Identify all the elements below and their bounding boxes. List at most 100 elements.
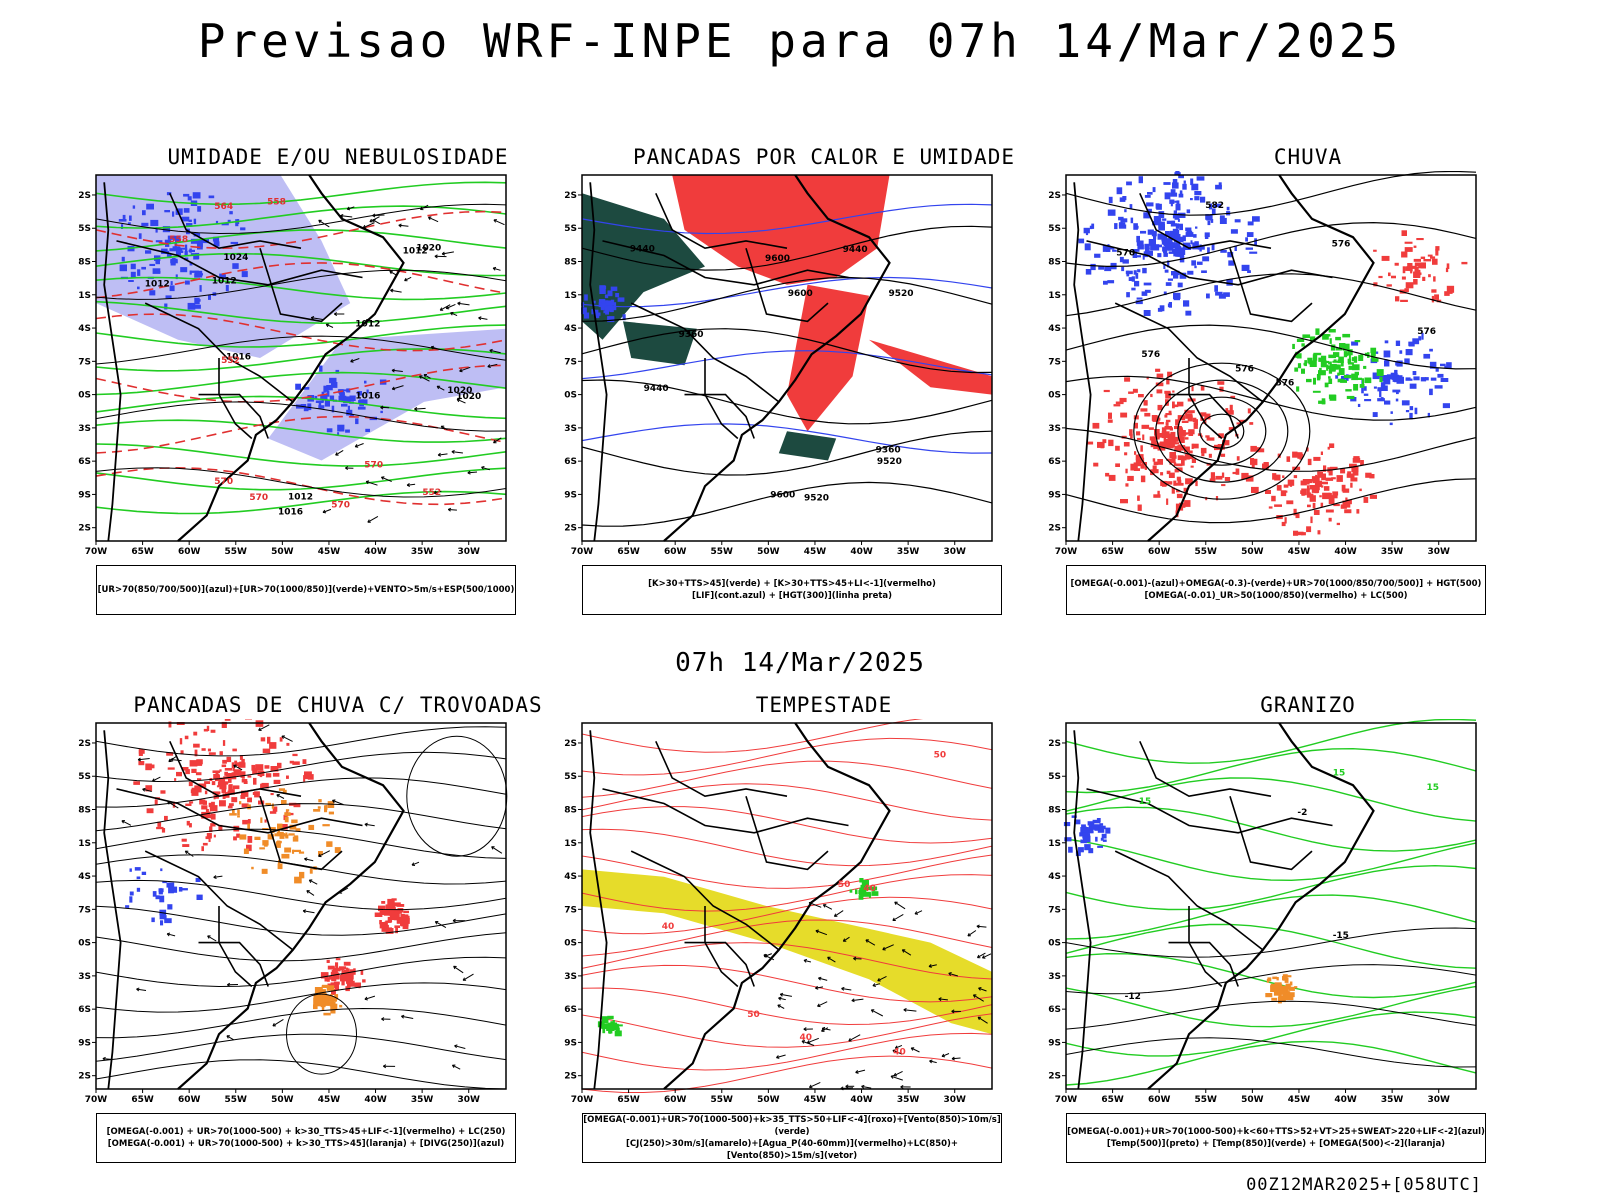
pressure-isobar: [95, 269, 507, 300]
shaded-cell: [1353, 456, 1360, 462]
shaded-cell: [343, 961, 351, 966]
streamline-arrow: [462, 977, 467, 981]
wind-arrow: [457, 301, 461, 306]
humidity-contour: [95, 371, 507, 396]
shaded-cell: [1350, 477, 1358, 482]
shaded-cell: [279, 737, 283, 742]
contour-label: -2: [1297, 808, 1307, 818]
streamline-arrow: [152, 776, 161, 782]
shaded-cell: [346, 388, 351, 393]
shaded-cell: [189, 760, 198, 767]
shaded-cell: [1318, 370, 1326, 376]
shaded-cell: [342, 973, 348, 978]
shaded-cell: [333, 981, 340, 985]
forecast-map: 5040405040504012S15S18S21S24S27S30S33S36…: [564, 719, 993, 1105]
shaded-cell: [322, 992, 326, 1000]
lon-label: 45W: [318, 547, 341, 557]
shaded-cell: [1351, 373, 1358, 381]
shaded-cell: [1144, 412, 1151, 417]
shaded-cell: [1340, 468, 1346, 474]
precipitable-water-contour: [581, 1032, 993, 1071]
wind-vector: [855, 1069, 866, 1073]
shaded-cell: [193, 743, 200, 748]
streamline-arrow: [166, 932, 171, 937]
lon-label: 30W: [1428, 547, 1451, 557]
shaded-cell: [1184, 500, 1191, 507]
streamline-arrow: [452, 918, 456, 923]
shaded-cell: [234, 760, 238, 763]
shaded-cell: [1427, 412, 1430, 418]
shaded-cell: [136, 876, 141, 880]
shaded-cell: [205, 814, 213, 819]
contour-label: 9440: [644, 384, 669, 394]
streamline: [95, 1033, 507, 1062]
shaded-cell: [1152, 221, 1160, 226]
shaded-cell: [1229, 404, 1233, 411]
shaded-cell: [1154, 429, 1160, 436]
shaded-cell: [1306, 485, 1310, 492]
lat-label: 12S: [1048, 191, 1061, 201]
shaded-cell: [164, 239, 172, 244]
shaded-cell: [196, 894, 203, 900]
shaded-cell: [1396, 360, 1403, 367]
wind-arrow: [335, 452, 339, 456]
streamline-arrow: [364, 996, 368, 1001]
lat-label: 33S: [564, 424, 577, 434]
shaded-cell: [154, 800, 158, 806]
shaded-cell: [1226, 410, 1234, 415]
shaded-cell: [341, 395, 344, 402]
contour-label: 582: [1205, 201, 1224, 211]
shaded-cell: [1323, 465, 1327, 472]
shaded-cell: [241, 803, 249, 808]
shaded-cell: [1173, 274, 1179, 279]
lon-label: 30W: [458, 547, 481, 557]
shaded-cell: [1395, 362, 1398, 366]
wind-vector: [903, 1009, 917, 1012]
shaded-cell: [1130, 434, 1133, 439]
shaded-cell: [1301, 453, 1304, 457]
shaded-cell: [1147, 192, 1153, 195]
shaded-cell: [359, 399, 364, 407]
shaded-cell: [1278, 985, 1285, 990]
shaded-cell: [1396, 391, 1399, 395]
shaded-cell: [224, 719, 231, 721]
shaded-cell: [1157, 447, 1166, 451]
jet-stream-area: [582, 869, 992, 1035]
shaded-cell: [1108, 439, 1114, 447]
shaded-cell: [602, 1026, 606, 1034]
shaded-cell: [1404, 288, 1409, 293]
shaded-cell: [210, 729, 216, 733]
shaded-cell: [167, 904, 173, 910]
shaded-cell: [187, 196, 192, 201]
shaded-cell: [1379, 390, 1382, 398]
shaded-cell: [872, 888, 876, 892]
shaded-cell: [341, 968, 344, 975]
shaded-cell: [1101, 833, 1107, 839]
shaded-cell: [1306, 526, 1312, 533]
shaded-cell: [230, 241, 239, 245]
wind-vector: [877, 978, 881, 982]
shaded-cell: [385, 904, 393, 911]
shaded-cell: [129, 891, 134, 896]
shaded-cell: [1167, 371, 1173, 378]
wind-arrow: [414, 406, 418, 411]
country-border: [198, 393, 269, 439]
shaded-cell: [1179, 272, 1187, 279]
shaded-cell: [252, 768, 258, 775]
wind-arrow: [467, 470, 471, 475]
shaded-cell: [1440, 363, 1446, 367]
shaded-cell: [1361, 387, 1364, 394]
legend-line: [Temp(500)](preto) + [Temp(850)](verde) …: [1106, 1139, 1446, 1149]
wind-vector: [976, 954, 981, 959]
lon-label: 60W: [664, 547, 687, 557]
shaded-cell: [245, 719, 252, 720]
shaded-cell: [155, 227, 158, 233]
country-border: [1229, 795, 1313, 871]
shaded-cell: [1414, 407, 1418, 415]
shaded-cell: [1220, 249, 1227, 253]
wind-vector: [973, 994, 984, 1002]
shaded-cell: [331, 989, 336, 995]
shaded-cell: [1091, 223, 1095, 229]
streamline-arrow: [102, 1056, 106, 1061]
shaded-cell: [1232, 471, 1239, 475]
